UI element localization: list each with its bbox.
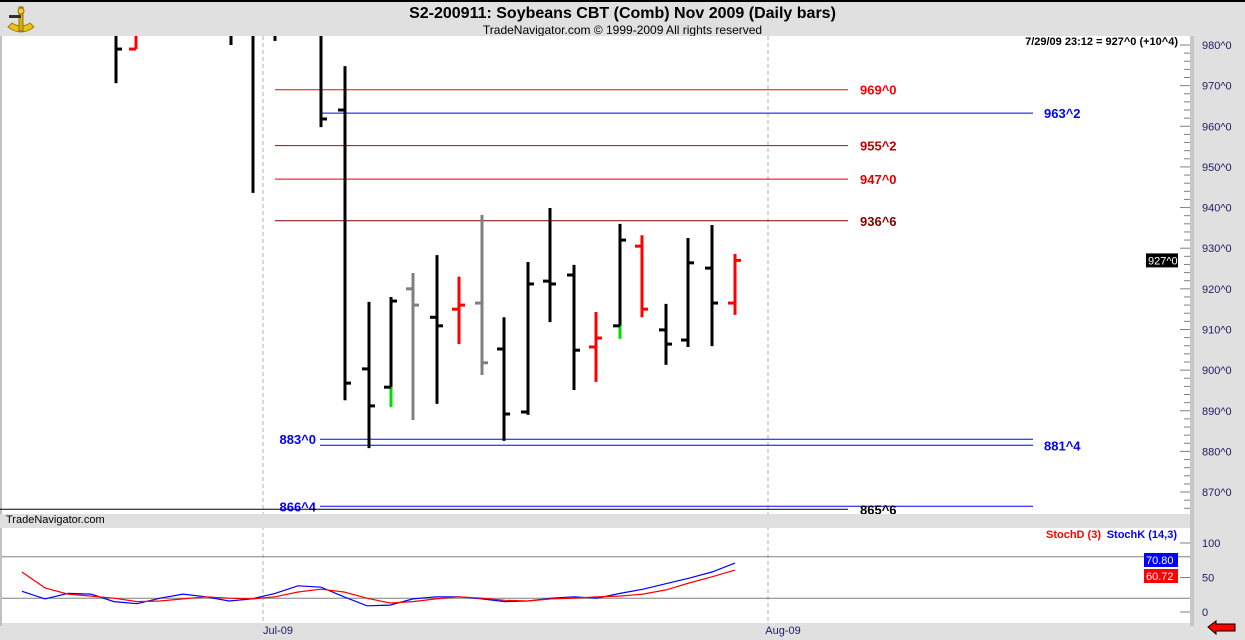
y-tick-label: 900^0 bbox=[1202, 365, 1232, 377]
price-bar bbox=[728, 253, 741, 315]
price-bar bbox=[705, 225, 718, 347]
price-bar bbox=[384, 296, 397, 408]
price-bar bbox=[521, 262, 534, 415]
stochd-legend: StochD (3) bbox=[1046, 529, 1101, 541]
y-tick-label: 930^0 bbox=[1202, 243, 1232, 255]
last-price-box bbox=[1146, 253, 1178, 268]
level-label: 865^6 bbox=[860, 502, 897, 517]
y-tick-label: 890^0 bbox=[1202, 406, 1232, 418]
x-tick-label: Aug-09 bbox=[765, 625, 800, 637]
quote-readout: 7/29/09 23:12 = 927^0 (+10^4) bbox=[1025, 36, 1178, 48]
title-bar: S2-200911: Soybeans CBT (Comb) Nov 2009 … bbox=[0, 2, 1245, 37]
panel-separator bbox=[0, 514, 1190, 528]
price-bar bbox=[430, 255, 443, 404]
price-panel[interactable] bbox=[2, 36, 1190, 514]
stochk-value: 70.80 bbox=[1146, 555, 1174, 567]
chart-title: S2-200911: Soybeans CBT (Comb) Nov 2009 … bbox=[409, 5, 836, 22]
price-bar bbox=[114, 36, 122, 84]
price-bar bbox=[635, 235, 648, 318]
level-label: 963^2 bbox=[1044, 106, 1081, 121]
watermark: TradeNavigator.com bbox=[6, 514, 105, 526]
stochd-value: 60.72 bbox=[1146, 571, 1174, 583]
chart-subtitle: TradeNavigator.com © 1999-2009 All right… bbox=[482, 23, 763, 37]
y-tick-label: 940^0 bbox=[1202, 203, 1232, 215]
stoch-tick-label: 0 bbox=[1202, 607, 1208, 619]
y-tick-label: 910^0 bbox=[1202, 324, 1232, 336]
price-bar bbox=[659, 303, 672, 365]
price-bar bbox=[406, 272, 419, 421]
price-bar bbox=[452, 276, 465, 345]
price-bar bbox=[589, 312, 602, 382]
red-arrow-left-icon[interactable] bbox=[1207, 620, 1236, 636]
price-bar bbox=[475, 214, 488, 375]
left-border bbox=[0, 36, 2, 626]
y-tick-label: 880^0 bbox=[1202, 446, 1232, 458]
price-bar bbox=[362, 301, 375, 449]
price-bar bbox=[543, 207, 556, 323]
stochk-legend: StochK (14,3) bbox=[1107, 529, 1178, 541]
level-label: 883^0 bbox=[279, 432, 316, 447]
y-tick-label: 960^0 bbox=[1202, 121, 1232, 133]
price-bar bbox=[497, 317, 510, 441]
level-label: 955^2 bbox=[860, 139, 897, 154]
y-tick-label: 980^0 bbox=[1202, 40, 1232, 52]
price-bar bbox=[338, 66, 351, 401]
x-tick-label: Jul-09 bbox=[263, 625, 293, 637]
stochd-line bbox=[21, 569, 736, 604]
level-label: 947^0 bbox=[860, 172, 897, 187]
price-bar bbox=[613, 223, 626, 339]
stoch-tick-label: 100 bbox=[1202, 538, 1220, 550]
window-top-border bbox=[0, 0, 1245, 2]
stochk-line bbox=[21, 562, 736, 607]
price-bar bbox=[681, 238, 694, 347]
scroll-left-button[interactable] bbox=[1207, 620, 1236, 636]
stochk-value-box bbox=[1144, 553, 1178, 567]
price-bar bbox=[319, 36, 327, 128]
y-tick-label: 970^0 bbox=[1202, 81, 1232, 93]
price-bar bbox=[129, 36, 138, 51]
stoch-tick-label: 50 bbox=[1202, 573, 1214, 585]
y-tick-label: 870^0 bbox=[1202, 487, 1232, 499]
stochastic-panel[interactable] bbox=[2, 528, 1190, 623]
price-bar bbox=[567, 264, 580, 391]
level-label: 881^4 bbox=[1044, 438, 1081, 453]
level-label: 866^4 bbox=[279, 499, 316, 514]
axis-divider bbox=[1190, 36, 1194, 626]
y-tick-label: 920^0 bbox=[1202, 284, 1232, 296]
stochd-value-box bbox=[1144, 569, 1178, 583]
sextant-logo-icon bbox=[7, 6, 35, 33]
level-label: 969^0 bbox=[860, 83, 897, 98]
level-label: 936^6 bbox=[860, 214, 897, 229]
y-tick-label: 950^0 bbox=[1202, 162, 1232, 174]
last-price-label: 927^0 bbox=[1148, 255, 1178, 267]
